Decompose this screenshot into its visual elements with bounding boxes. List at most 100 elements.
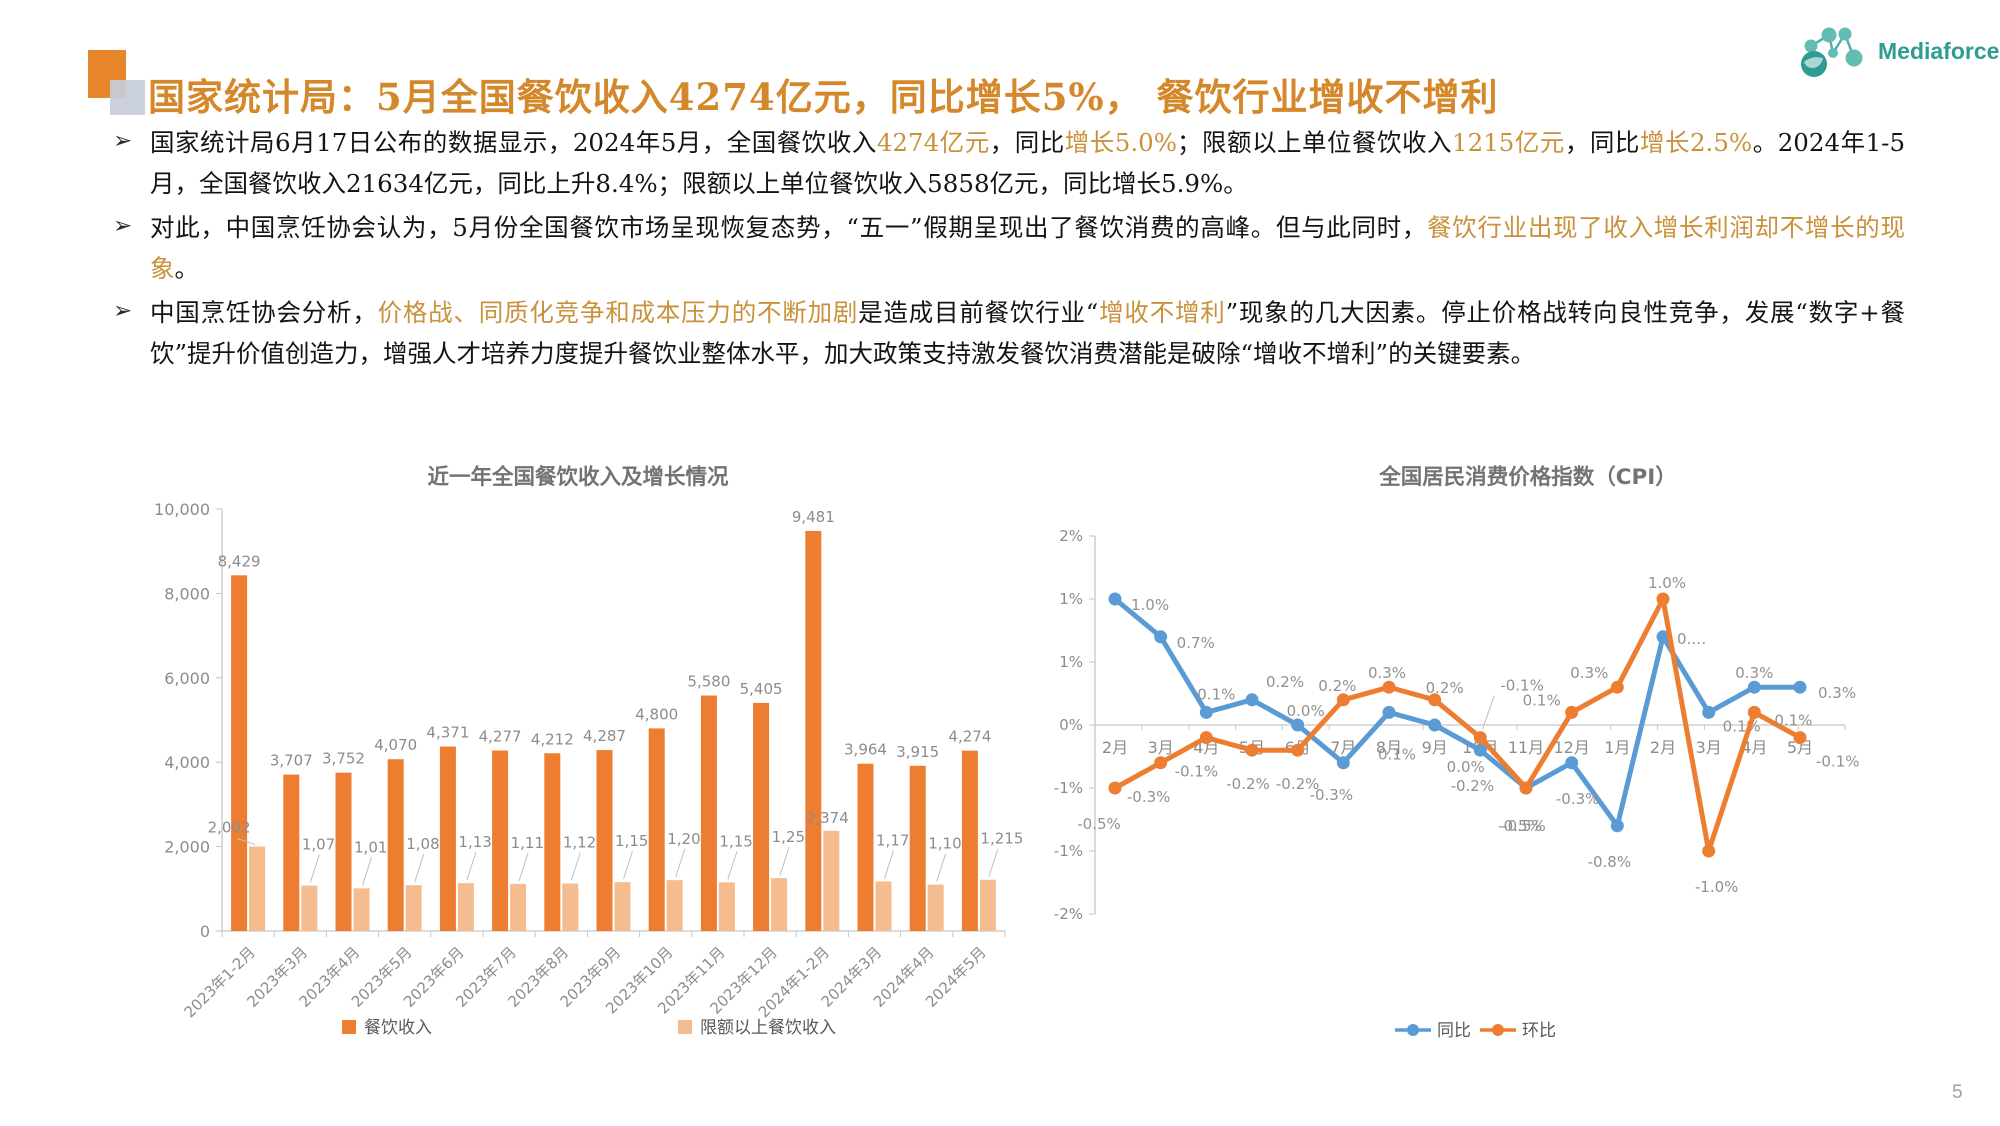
cpi-marker-同比 [1565,756,1579,770]
cpi-legend-marker [1492,1024,1504,1036]
cpi-data-label: -0.8% [1588,853,1632,871]
legend-label-main: 餐饮收入 [364,1018,432,1038]
cpi-legend-label: 同比 [1437,1021,1471,1041]
cpi-data-label: -0.3% [1127,788,1171,806]
bullet-marker-icon: ➢ [113,213,133,239]
bar-main-label: 3,752 [322,750,365,768]
cpi-data-label: -0.2% [1451,777,1495,795]
page-title: 国家统计局：5月全国餐饮收入4274亿元，同比增长5%， 餐饮行业增收不增利 [148,74,1499,119]
bar-main [596,750,613,931]
cpi-marker-同比 [1336,756,1350,770]
bar-main-label: 4,371 [426,724,469,742]
bar-main-label: 3,707 [270,752,313,770]
cpi-data-label: 0.2% [1318,677,1356,695]
bar-chart-restaurant-revenue: 近一年全国餐饮收入及增长情况 0 2,000 4,000 6,000 8,000 10,00… [112,452,1027,1096]
bar-light [405,885,422,931]
bar-label-leader [936,853,947,882]
cpi-x-category-label: 3月 [1696,738,1722,757]
bar-label-leader [518,852,529,882]
cpi-legend-label: 环比 [1522,1021,1556,1041]
bar-light [353,888,370,931]
bar-light-label: 1,117 [511,834,554,852]
bullet-item-2: ➢ 对此，中国烹饪协会认为，5月份全国餐饮市场呈现恢复态势，“五一”假期呈现出了餐… [113,207,1905,289]
highlighted-text: 4274亿元 [876,128,990,157]
bar-label-leader [623,850,633,880]
bar-light-label: 1,134 [458,833,501,851]
bar-light [875,881,892,931]
bar-label-leader [675,848,686,878]
cpi-data-label: 0.1% [1723,717,1761,735]
bar-main [492,750,509,931]
bar-main [544,753,561,931]
highlighted-text: 增长5.0% [1064,128,1177,157]
cpi-x-category-label: 4月 [1741,738,1767,757]
cpi-data-label: 0.1% [1378,745,1416,763]
body-text: ；限额以上单位餐饮收入 [1176,128,1453,157]
bar-light [562,883,579,931]
bar-label-leader [727,851,738,880]
cpi-x-category-label: 1月 [1604,738,1630,757]
cpi-x-category-label: 5月 [1787,738,1813,757]
cpi-marker-环比 [1473,731,1487,745]
bar-label-leader [414,854,425,883]
bar-label-leader [466,851,477,881]
bar-light-label: 1,011 [354,838,397,856]
bar-main-label: 5,580 [687,673,730,691]
cpi-data-label: 1.0% [1131,596,1169,614]
bar-main-label: 9,481 [792,508,835,526]
cpi-data-label: 0.3% [1368,664,1406,682]
highlighted-text: 1215亿元 [1452,128,1565,157]
cpi-data-label: 0.2% [1426,679,1464,697]
cpi-marker-同比 [1245,693,1259,707]
body-text: 中国烹饪协会分析， [150,298,378,327]
bar-light [979,879,996,931]
cpi-data-label: 0.2% [1266,673,1304,691]
bar-light-label: 1,077 [302,836,345,854]
cpi-data-label: 0.3% [1818,684,1856,702]
cpi-chart-svg: 全国居民消费价格指数（CPI） 2% 1% 1% 0% -1% -1% -2% 2月 3月 4月 5月… [1054,464,1860,1041]
cpi-data-label: -0.5% [1498,817,1542,835]
bar-main-label: 3,915 [896,743,939,761]
mediaforce-logo-icon [1801,27,1863,77]
bar-light-label: 1,205 [667,830,710,848]
bar-main [753,702,770,931]
cpi-marker-环比 [1793,731,1807,745]
cpi-marker-环比 [1702,844,1716,858]
legend-label-light: 限额以上餐饮收入 [700,1018,836,1038]
bar-light-label: 1,085 [406,835,449,853]
cpi-data-label: 0.1% [1197,685,1235,703]
bar-label-leader [779,846,790,876]
cpi-marker-环比 [1428,693,1442,707]
bar-x-category-label: 2023年1-2月 [181,943,259,1021]
cpi-data-label: 0.1% [1774,711,1812,729]
bar-chart-svg: 近一年全国餐饮收入及增长情况 0 2,000 4,000 6,000 8,000 10,00… [154,464,1023,1038]
bar-label-leader [236,838,256,845]
cpi-marker-同比 [1199,705,1213,719]
body-text: 。2024年1-5月，全国餐饮收入21634亿元，同比上升8.4%；限额以上单位… [150,128,1906,198]
bar-light [457,883,474,931]
bar-main [909,765,926,931]
body-text: 。 [174,254,200,283]
highlighted-text: 增收不增利 [1098,298,1226,327]
cpi-data-label: -1.0% [1695,878,1739,896]
cpi-y-tick-label: -2% [1054,905,1083,923]
cpi-data-label: -0.3% [1310,786,1354,804]
cpi-marker-同比 [1108,592,1122,606]
cpi-marker-环比 [1565,705,1579,719]
title-decoration-gray-square [110,80,145,115]
bar-main [961,750,978,931]
cpi-data-label: -0.2% [1276,775,1320,793]
bar-main-label: 4,274 [948,728,991,746]
bar-y-tick-label: 10,000 [154,500,210,519]
bar-chart-title: 近一年全国餐饮收入及增长情况 [427,464,729,490]
bar-main-label: 4,800 [635,705,678,723]
cpi-marker-环比 [1382,680,1396,694]
bar-main [387,759,404,931]
cpi-label-leader [1481,695,1495,730]
bar-main-label: 4,277 [479,728,522,746]
highlighted-text: 餐饮行业出现了收入增长利润却不增长的现象 [150,213,1905,283]
cpi-x-category-label: 12月 [1553,738,1589,757]
cpi-marker-环比 [1199,731,1213,745]
cpi-data-label: 0.7% [1177,634,1215,652]
bar-main-label: 4,287 [583,727,626,745]
